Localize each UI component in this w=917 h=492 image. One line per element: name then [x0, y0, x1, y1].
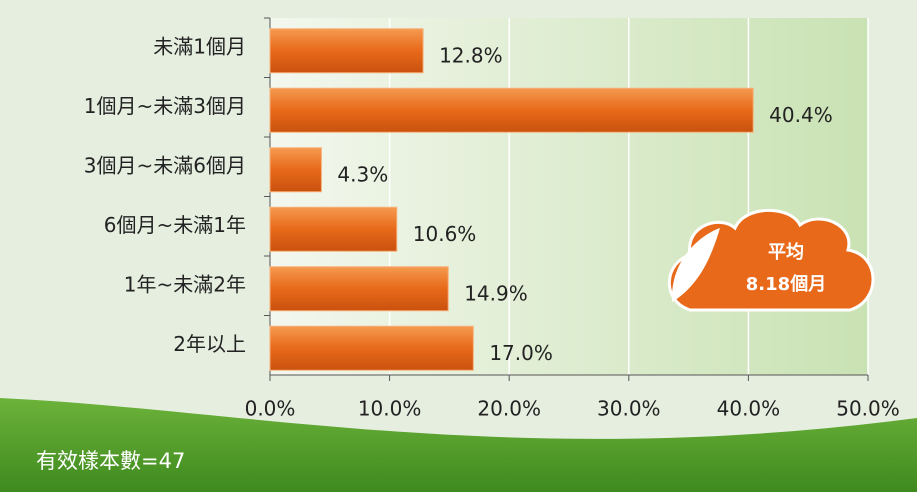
y-tick-label: 2年以上 — [173, 332, 246, 356]
value-label: 17.0% — [489, 341, 553, 365]
annotation-value: 8.18個月 — [746, 274, 826, 295]
y-tick-label: 未滿1個月 — [153, 34, 246, 58]
y-tick-label: 1年~未滿2年 — [124, 272, 246, 296]
annotation-cloud: 平均 8.18個月 — [667, 208, 875, 312]
bar — [269, 325, 474, 371]
x-tick-label: 20.0% — [477, 397, 541, 421]
value-label: 14.9% — [464, 281, 528, 305]
x-tick-label: 50.0% — [836, 397, 900, 421]
footer-wave — [0, 398, 917, 492]
bar — [269, 266, 449, 312]
x-tick-label: 30.0% — [597, 397, 661, 421]
bar — [269, 87, 754, 133]
x-tick-label: 0.0% — [245, 397, 296, 421]
annotation-label: 平均 — [768, 241, 804, 263]
y-tick-label: 1個月~未滿3個月 — [84, 94, 246, 118]
value-label: 10.6% — [413, 222, 477, 246]
bar — [269, 28, 424, 74]
x-tick-label: 40.0% — [717, 397, 781, 421]
y-tick-label: 3個月~未滿6個月 — [84, 153, 246, 177]
sample-note: 有效樣本數=47 — [36, 449, 185, 473]
bar — [269, 147, 322, 193]
bar — [269, 206, 398, 252]
y-tick-label: 6個月~未滿1年 — [104, 213, 246, 237]
x-tick-label: 10.0% — [358, 397, 422, 421]
value-label: 40.4% — [769, 103, 833, 127]
value-label: 12.8% — [439, 43, 503, 67]
plot-area — [270, 18, 868, 375]
value-label: 4.3% — [337, 162, 388, 186]
